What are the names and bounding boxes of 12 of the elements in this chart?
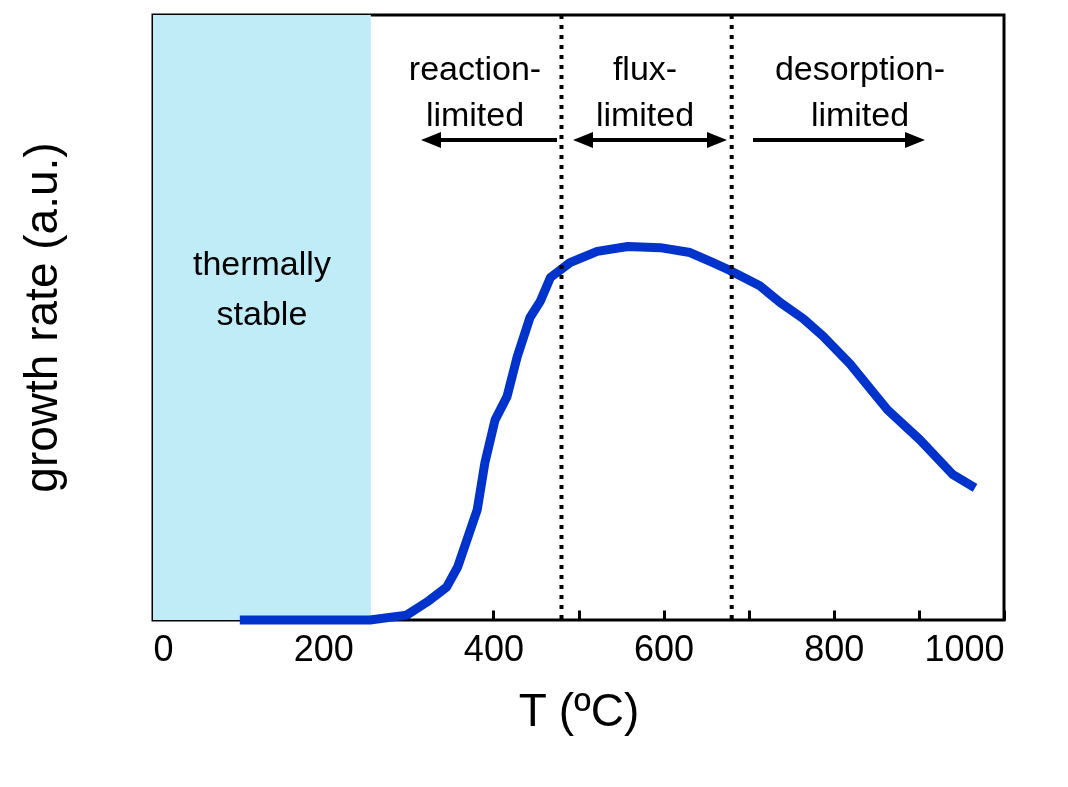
x-axis-title: T (ºC) bbox=[518, 683, 640, 736]
text: desorption-limited bbox=[774, 49, 946, 133]
x-tick-label: 200 bbox=[293, 627, 354, 669]
x-tick-label: 800 bbox=[804, 627, 865, 669]
x-tick-label: 600 bbox=[634, 627, 695, 669]
y-axis-title: growth rate (a.u.) bbox=[15, 142, 67, 493]
text: flux-limited bbox=[595, 49, 695, 133]
x-tick-label: 400 bbox=[463, 627, 524, 669]
text: reaction-limited bbox=[408, 49, 542, 133]
x-tick-label: 1000 bbox=[924, 627, 1005, 669]
x-tick-label: 0 bbox=[153, 627, 174, 669]
band-label: thermally stable bbox=[192, 244, 331, 332]
